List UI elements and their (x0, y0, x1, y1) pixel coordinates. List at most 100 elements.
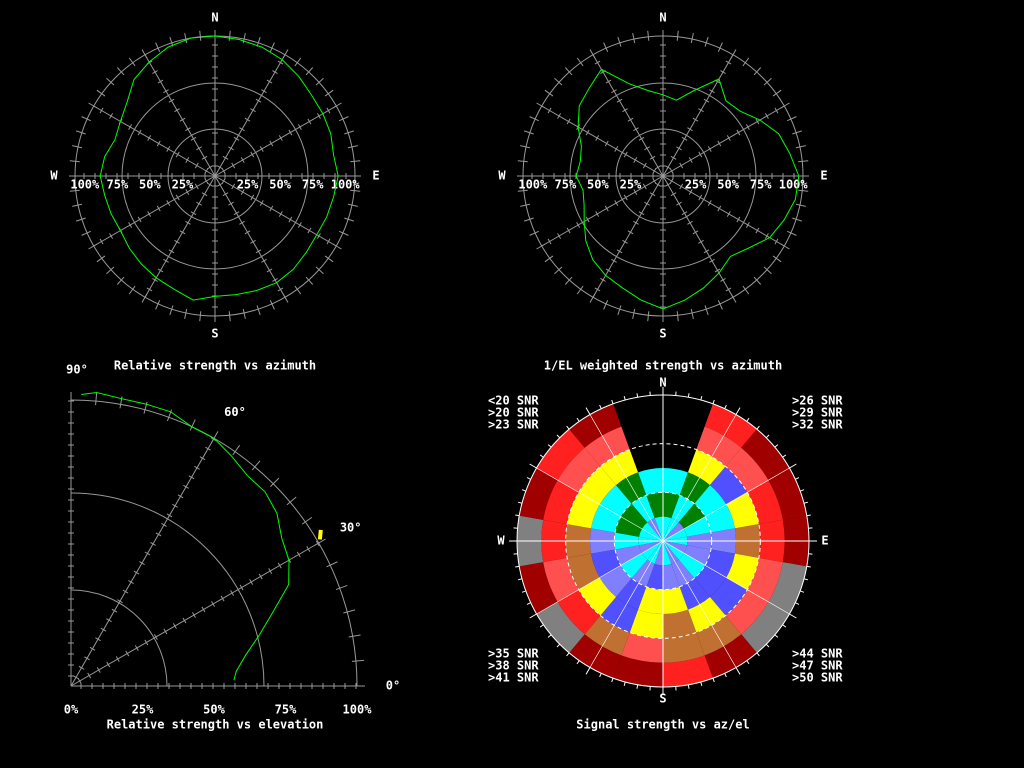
ring-tick (795, 477, 800, 480)
spoke (592, 54, 664, 177)
ring-tick (536, 243, 546, 250)
ring-tick (803, 578, 809, 581)
ring-tick (539, 624, 544, 628)
ring-tick (314, 538, 326, 546)
spoke (662, 540, 790, 615)
spoke-tick (269, 205, 274, 212)
spoke-tick (188, 475, 195, 480)
angle-tick-label: 30° (340, 521, 362, 535)
spoke-tick (665, 182, 671, 187)
ring-tick (116, 276, 125, 285)
spoke-tick (616, 249, 623, 254)
ring-tick (184, 33, 188, 44)
spoke-tick (109, 113, 114, 119)
ring-tick (282, 293, 289, 303)
spoke-tick (644, 201, 650, 206)
ring-tick (576, 660, 580, 665)
spoke-tick (201, 192, 208, 197)
spoke-tick (296, 551, 301, 558)
spoke-tick (681, 211, 688, 216)
snr-cell (671, 559, 695, 587)
ring-tick (81, 116, 91, 122)
spoke-tick (638, 211, 645, 216)
spoke-tick (222, 192, 229, 197)
spoke-tick (239, 584, 244, 591)
ring-tick (128, 57, 136, 67)
snr-cell (557, 589, 601, 635)
ring-tick (269, 42, 275, 52)
snr-cell (678, 553, 706, 579)
spoke-tick (725, 287, 732, 292)
ring-tick (789, 463, 797, 469)
ring-tick (623, 681, 626, 687)
ring-tick (155, 300, 161, 310)
r-tick-label: 50% (717, 178, 739, 192)
spoke-tick (156, 140, 161, 147)
direction-label: N (659, 11, 666, 25)
ring-tick (589, 293, 596, 303)
legend-entry: <20 SNR (488, 394, 539, 408)
spoke-tick (161, 522, 167, 527)
spoke-tick (106, 618, 112, 623)
spoke-tick (166, 513, 173, 518)
ring-tick (742, 57, 750, 67)
spoke-tick (642, 183, 647, 190)
spoke (662, 175, 785, 247)
spoke-tick (163, 628, 168, 635)
spoke-tick (669, 168, 674, 174)
ring-tick (636, 684, 639, 689)
spoke-tick (703, 249, 710, 254)
r-tick-label: 75% (750, 178, 772, 192)
spoke-tick (547, 238, 552, 245)
spoke-tick (221, 178, 226, 184)
ring-tick (547, 444, 552, 448)
snr-cell (638, 586, 663, 614)
ring-tick (780, 243, 790, 250)
ring (70, 589, 168, 687)
spoke-tick (566, 227, 571, 234)
spoke-tick (239, 220, 245, 225)
spoke-tick (244, 230, 251, 235)
spoke-tick (137, 129, 142, 136)
ring-tick (521, 590, 526, 593)
strength-trace (99, 35, 339, 301)
spoke-tick (709, 89, 715, 94)
r-tick-label: 25% (172, 178, 194, 192)
spoke (589, 414, 664, 542)
snr-cell (687, 449, 726, 486)
ring-tick (141, 49, 148, 59)
spoke-tick (166, 146, 171, 152)
ring-tick (350, 189, 361, 192)
snr-cell (725, 589, 769, 635)
snr-cell (631, 559, 655, 587)
ring-tick (96, 255, 106, 263)
spoke-tick (605, 268, 612, 273)
ring-tick (704, 305, 709, 316)
spoke-tick (185, 127, 191, 132)
spoke-tick (233, 136, 240, 141)
snr-cell (663, 528, 687, 541)
spoke-tick (207, 182, 213, 187)
spoke-tick (566, 118, 571, 125)
spoke-tick (221, 168, 226, 174)
ring-tick (199, 30, 202, 41)
snr-cell (646, 563, 663, 590)
spoke-tick (698, 108, 704, 113)
snr-cell (641, 522, 663, 541)
ring-tick (155, 42, 161, 52)
spoke-tick (755, 118, 760, 125)
legend-entry: >50 SNR (792, 671, 843, 685)
spoke-tick (233, 211, 240, 216)
ring-tick (526, 477, 531, 480)
snr-cell (678, 503, 706, 529)
ring-tick (690, 33, 694, 44)
spoke-tick (168, 249, 175, 254)
legend-entry: >23 SNR (488, 418, 539, 432)
spoke-tick (600, 277, 606, 282)
r-tick-label: 100% (343, 703, 373, 717)
snr-cell (726, 492, 759, 529)
ring-tick (712, 678, 715, 683)
ring-tick (564, 67, 573, 76)
spoke-tick (217, 165, 223, 170)
elevation-trace (317, 529, 323, 540)
